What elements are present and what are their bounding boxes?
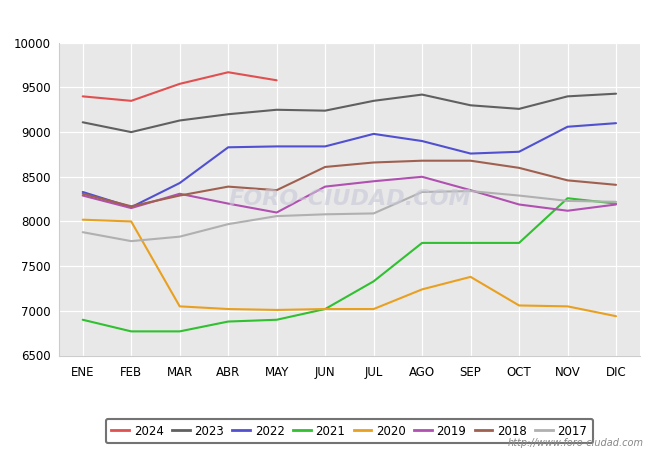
Text: http://www.foro-ciudad.com: http://www.foro-ciudad.com [508,438,644,448]
Text: Afiliados en La Oliva a 31/5/2024: Afiliados en La Oliva a 31/5/2024 [176,8,474,26]
Legend: 2024, 2023, 2022, 2021, 2020, 2019, 2018, 2017: 2024, 2023, 2022, 2021, 2020, 2019, 2018… [105,418,593,443]
Text: FORO-CIUDAD.COM: FORO-CIUDAD.COM [228,189,471,209]
